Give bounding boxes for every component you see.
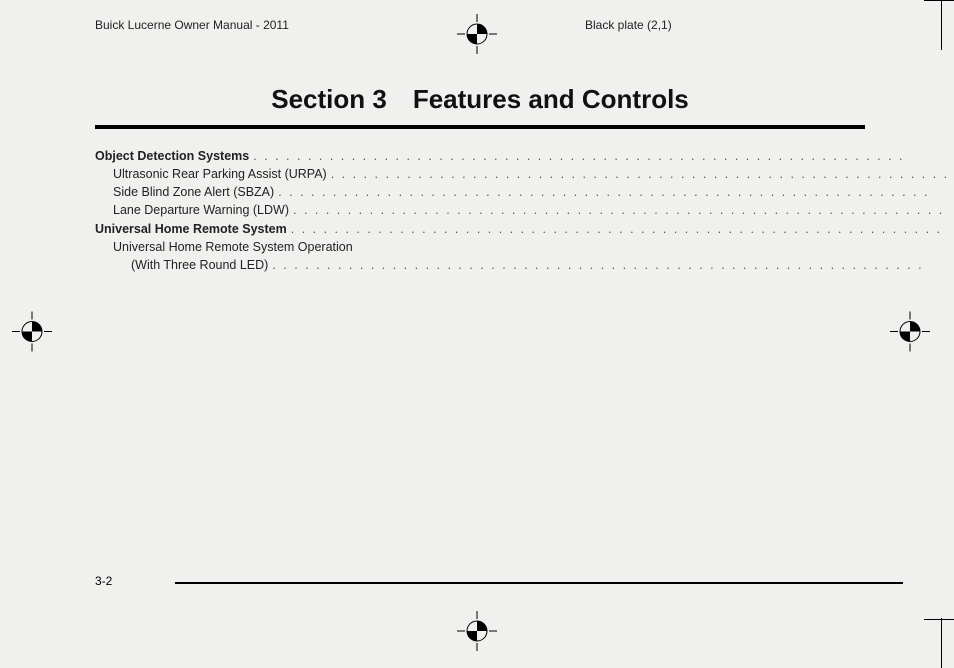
toc-label: Object Detection Systems — [95, 147, 249, 165]
crop-mark — [924, 0, 954, 1]
crop-mark — [941, 0, 942, 50]
toc-label: (With Three Round LED) — [131, 256, 268, 274]
toc-label: Lane Departure Warning (LDW) — [113, 201, 289, 219]
manual-title: Buick Lucerne Owner Manual - 2011 — [95, 18, 365, 32]
toc-entry: (With Three Round LED)3-42 — [95, 256, 954, 274]
toc-entry: Object Detection Systems3-35 — [95, 147, 954, 165]
toc-entry: Ultrasonic Rear Parking Assist (URPA)3-3… — [95, 165, 954, 183]
toc-column-left: Object Detection Systems3-35Ultrasonic R… — [95, 147, 954, 328]
toc-label: Universal Home Remote System — [95, 220, 287, 238]
toc-label: Ultrasonic Rear Parking Assist (URPA) — [113, 165, 327, 183]
toc-leader-dots — [249, 147, 954, 165]
toc-entry: Side Blind Zone Alert (SBZA)3-36 — [95, 183, 954, 201]
print-header: Buick Lucerne Owner Manual - 2011 Black … — [45, 0, 915, 32]
section-title: Section 3 Features and Controls — [45, 84, 915, 115]
page: Buick Lucerne Owner Manual - 2011 Black … — [45, 0, 915, 668]
toc-entry: Lane Departure Warning (LDW)3-40 — [95, 201, 954, 219]
toc-leader-dots — [289, 201, 954, 219]
footer-rule — [175, 582, 903, 584]
toc-leader-dots — [287, 220, 954, 238]
title-rule — [95, 125, 865, 129]
plate-label: Black plate (2,1) — [365, 18, 855, 32]
crop-mark — [924, 619, 954, 620]
toc-entry: Universal Home Remote System3-42 — [95, 220, 954, 238]
toc-label: Universal Home Remote System Operation — [113, 238, 353, 256]
page-number: 3-2 — [95, 574, 112, 588]
toc-leader-dots — [327, 165, 954, 183]
toc: Object Detection Systems3-35Ultrasonic R… — [95, 147, 865, 328]
toc-leader-dots — [274, 183, 954, 201]
toc-entry: Universal Home Remote System Operation — [95, 238, 954, 256]
toc-label: Side Blind Zone Alert (SBZA) — [113, 183, 274, 201]
crop-mark — [941, 618, 942, 668]
toc-leader-dots — [268, 256, 954, 274]
